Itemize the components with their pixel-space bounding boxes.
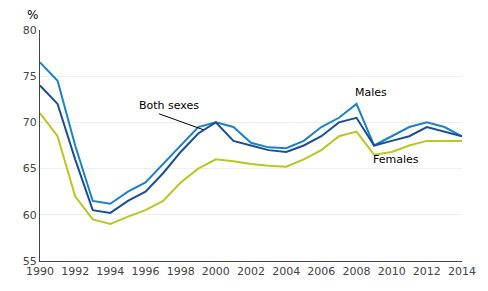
svg-text:75: 75 <box>23 70 37 83</box>
svg-text:1994: 1994 <box>96 265 124 278</box>
svg-text:55: 55 <box>23 255 37 268</box>
svg-text:2014: 2014 <box>448 265 476 278</box>
svg-text:2010: 2010 <box>378 265 406 278</box>
svg-text:65: 65 <box>23 162 37 175</box>
svg-text:2008: 2008 <box>343 265 371 278</box>
svg-text:%: % <box>27 8 38 22</box>
svg-text:2006: 2006 <box>307 265 335 278</box>
svg-text:2002: 2002 <box>237 265 265 278</box>
svg-text:60: 60 <box>23 209 37 222</box>
svg-text:2000: 2000 <box>202 265 230 278</box>
svg-text:1998: 1998 <box>167 265 195 278</box>
svg-text:1996: 1996 <box>132 265 160 278</box>
svg-text:Males: Males <box>355 86 387 99</box>
svg-text:1990: 1990 <box>26 265 54 278</box>
svg-text:2004: 2004 <box>272 265 300 278</box>
svg-text:2012: 2012 <box>413 265 441 278</box>
svg-text:1992: 1992 <box>61 265 89 278</box>
svg-text:70: 70 <box>23 116 37 129</box>
svg-text:Both sexes: Both sexes <box>139 99 199 112</box>
svg-text:Females: Females <box>373 153 419 166</box>
svg-text:80: 80 <box>23 24 37 37</box>
